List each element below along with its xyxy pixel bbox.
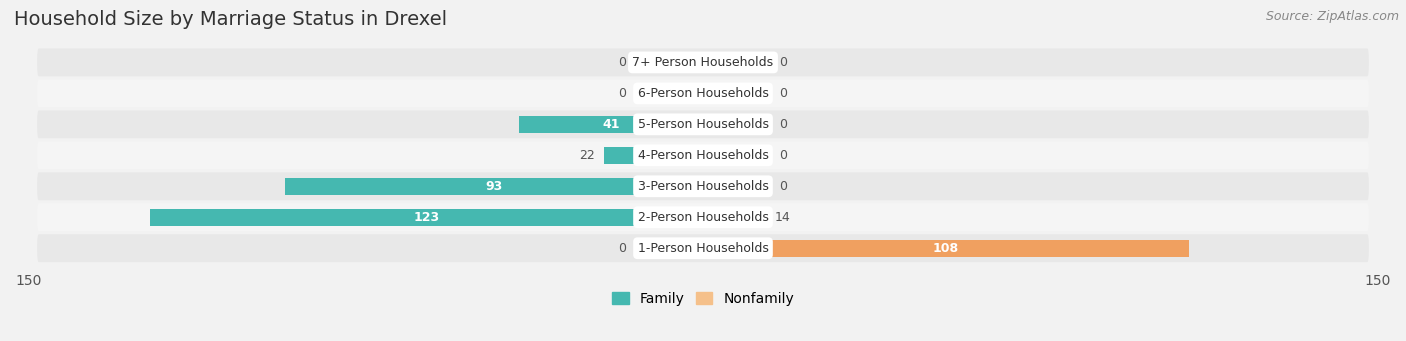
Text: 0: 0	[779, 87, 787, 100]
FancyBboxPatch shape	[37, 48, 1369, 76]
Text: 0: 0	[779, 180, 787, 193]
Bar	[519, 116, 703, 133]
Bar	[703, 147, 770, 164]
Bar	[636, 240, 703, 257]
Text: 93: 93	[485, 180, 502, 193]
Bar	[605, 147, 703, 164]
Text: 41: 41	[602, 118, 620, 131]
FancyBboxPatch shape	[37, 234, 1369, 262]
Text: 1-Person Households: 1-Person Households	[637, 242, 769, 255]
Bar	[636, 54, 703, 71]
Bar	[284, 178, 703, 195]
FancyBboxPatch shape	[37, 203, 1369, 231]
Text: 0: 0	[779, 56, 787, 69]
Bar	[703, 240, 1189, 257]
Bar	[703, 85, 770, 102]
Text: 0: 0	[619, 242, 627, 255]
Text: 7+ Person Households: 7+ Person Households	[633, 56, 773, 69]
Text: 22: 22	[579, 149, 595, 162]
Text: Household Size by Marriage Status in Drexel: Household Size by Marriage Status in Dre…	[14, 10, 447, 29]
Text: 123: 123	[413, 211, 440, 224]
Bar	[703, 209, 766, 226]
Text: 6-Person Households: 6-Person Households	[637, 87, 769, 100]
Text: 5-Person Households: 5-Person Households	[637, 118, 769, 131]
Text: 14: 14	[775, 211, 790, 224]
Text: 3-Person Households: 3-Person Households	[637, 180, 769, 193]
Text: 108: 108	[932, 242, 959, 255]
Bar	[703, 54, 770, 71]
FancyBboxPatch shape	[37, 142, 1369, 169]
Text: 0: 0	[619, 56, 627, 69]
Bar	[636, 85, 703, 102]
FancyBboxPatch shape	[37, 110, 1369, 138]
Text: 0: 0	[779, 149, 787, 162]
Text: 4-Person Households: 4-Person Households	[637, 149, 769, 162]
FancyBboxPatch shape	[37, 172, 1369, 200]
Text: 0: 0	[779, 118, 787, 131]
Text: 2-Person Households: 2-Person Households	[637, 211, 769, 224]
FancyBboxPatch shape	[37, 79, 1369, 107]
Text: 0: 0	[619, 87, 627, 100]
Bar	[703, 116, 770, 133]
Text: Source: ZipAtlas.com: Source: ZipAtlas.com	[1265, 10, 1399, 23]
Bar	[703, 178, 770, 195]
Bar	[149, 209, 703, 226]
Legend: Family, Nonfamily: Family, Nonfamily	[606, 286, 800, 311]
